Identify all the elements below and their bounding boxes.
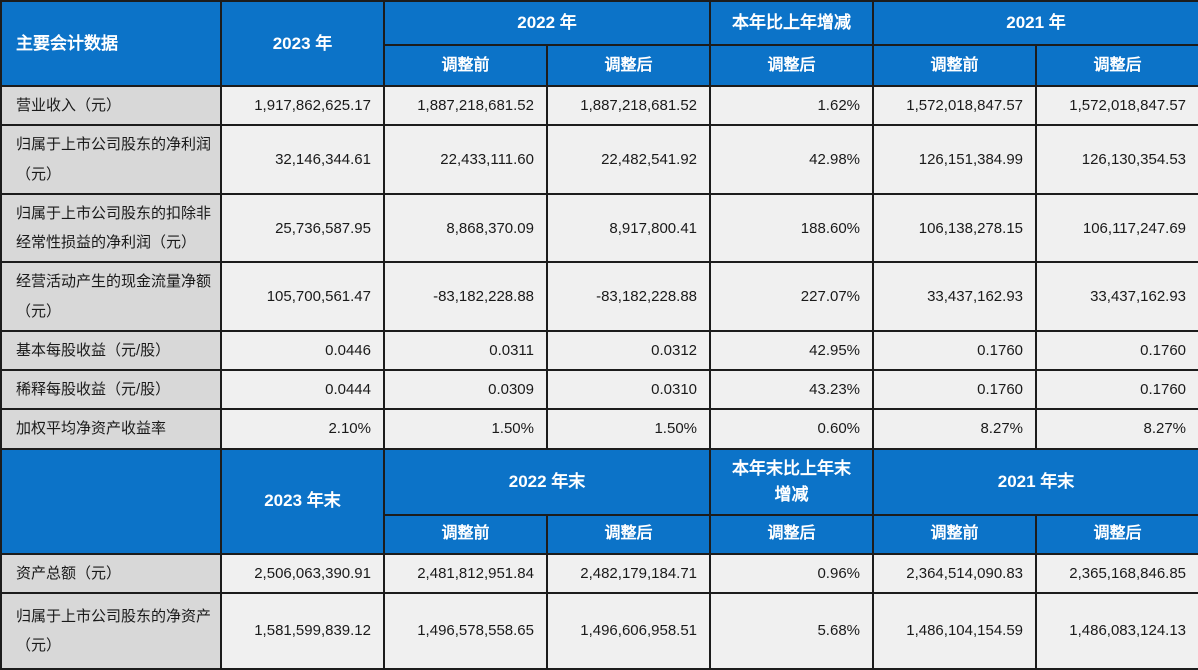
row-label: 经营活动产生的现金流量净额（元） [0, 261, 222, 332]
value-cell: 1,486,104,154.59 [872, 591, 1038, 670]
header-main-accounting-data: 主要会计数据 [0, 0, 222, 87]
value-cell: 126,130,354.53 [1035, 124, 1198, 195]
value-cell: 0.0310 [545, 368, 712, 411]
value-cell: 1,496,606,958.51 [545, 591, 712, 670]
table-row-total-assets: 资产总额（元） 2,506,063,390.91 2,481,812,951.8… [0, 552, 1198, 594]
value-cell: 22,433,111.60 [383, 124, 548, 195]
row-label: 资产总额（元） [0, 552, 222, 594]
table-row-diluted-eps: 稀释每股收益（元/股） 0.0444 0.0309 0.0310 43.23% … [0, 368, 1198, 411]
value-cell: 0.1760 [872, 368, 1038, 411]
subheader-end-change-after-adjustment: 调整后 [709, 513, 875, 555]
value-cell: 8.27% [1035, 408, 1198, 450]
subheader-2021-after-adjustment: 调整后 [1035, 44, 1198, 87]
value-cell: 0.1760 [1035, 329, 1198, 372]
value-cell: 0.0446 [220, 329, 385, 372]
value-cell: 8.27% [872, 408, 1038, 450]
row-label: 归属于上市公司股东的扣除非经常性损益的净利润（元） [0, 192, 222, 264]
value-cell: 0.1760 [872, 329, 1038, 372]
row-label: 营业收入（元） [0, 84, 222, 127]
subheader-2022-before-adjustment: 调整前 [383, 44, 548, 87]
header-end-2022: 2022 年末 [382, 447, 712, 516]
value-cell: 2.10% [220, 408, 385, 450]
header-yoy-change: 本年比上年增减 [709, 0, 875, 46]
value-cell: 0.0309 [383, 368, 548, 411]
table-row-basic-eps: 基本每股收益（元/股） 0.0446 0.0311 0.0312 42.95% … [0, 329, 1198, 372]
value-cell: -83,182,228.88 [545, 261, 712, 332]
value-cell: 0.96% [709, 552, 875, 594]
subheader-change-after-adjustment: 调整后 [709, 44, 875, 87]
value-cell: 1.62% [709, 84, 875, 127]
value-cell: 8,868,370.09 [383, 192, 548, 264]
header-year-2021: 2021 年 [872, 0, 1198, 46]
table-row-operating-cash-flow: 经营活动产生的现金流量净额（元） 105,700,561.47 -83,182,… [0, 261, 1198, 332]
header-year-2023: 2023 年 [220, 0, 385, 87]
row-label: 归属于上市公司股东的净资产（元） [0, 591, 222, 670]
row-label: 归属于上市公司股东的净利润（元） [0, 124, 222, 195]
subheader-end-2022-before-adjustment: 调整前 [383, 513, 548, 555]
row-label: 加权平均净资产收益率 [0, 408, 222, 450]
value-cell: 42.95% [709, 329, 875, 372]
value-cell: 0.0444 [220, 368, 385, 411]
value-cell: 106,117,247.69 [1035, 192, 1198, 264]
table-row-weighted-avg-roe: 加权平均净资产收益率 2.10% 1.50% 1.50% 0.60% 8.27%… [0, 408, 1198, 450]
value-cell: 126,151,384.99 [872, 124, 1038, 195]
value-cell: 1,887,218,681.52 [545, 84, 712, 127]
value-cell: 42.98% [709, 124, 875, 195]
value-cell: 33,437,162.93 [1035, 261, 1198, 332]
value-cell: 0.60% [709, 408, 875, 450]
table-row-net-profit: 归属于上市公司股东的净利润（元） 32,146,344.61 22,433,11… [0, 124, 1198, 195]
value-cell: 22,482,541.92 [545, 124, 712, 195]
value-cell: 1.50% [545, 408, 712, 450]
value-cell: 1,496,578,558.65 [383, 591, 548, 670]
value-cell: 43.23% [709, 368, 875, 411]
value-cell: 2,506,063,390.91 [220, 552, 385, 594]
subheader-2022-after-adjustment: 调整后 [545, 44, 712, 87]
value-cell: 105,700,561.47 [220, 261, 385, 332]
value-cell: 2,482,179,184.71 [545, 552, 712, 594]
value-cell: 1,572,018,847.57 [1035, 84, 1198, 127]
value-cell: 32,146,344.61 [220, 124, 385, 195]
value-cell: 1.50% [383, 408, 548, 450]
value-cell: 0.0311 [383, 329, 548, 372]
row-label: 基本每股收益（元/股） [0, 329, 222, 372]
value-cell: 8,917,800.41 [545, 192, 712, 264]
value-cell: 5.68% [709, 591, 875, 670]
subheader-end-2021-after-adjustment: 调整后 [1035, 513, 1198, 555]
value-cell: 1,581,599,839.12 [220, 591, 385, 670]
subheader-2021-before-adjustment: 调整前 [872, 44, 1038, 87]
table-row-operating-revenue: 营业收入（元） 1,917,862,625.17 1,887,218,681.5… [0, 84, 1198, 127]
value-cell: 106,138,278.15 [872, 192, 1038, 264]
value-cell: 2,365,168,846.85 [1035, 552, 1198, 594]
table-row-net-profit-excl-nonrecurring: 归属于上市公司股东的扣除非经常性损益的净利润（元） 25,736,587.95 … [0, 192, 1198, 264]
header-blank-cell [0, 447, 222, 555]
subheader-end-2021-before-adjustment: 调整前 [872, 513, 1038, 555]
value-cell: 188.60% [709, 192, 875, 264]
value-cell: 1,572,018,847.57 [872, 84, 1038, 127]
value-cell: 0.1760 [1035, 368, 1198, 411]
row-label: 稀释每股收益（元/股） [0, 368, 222, 411]
value-cell: 0.0312 [545, 329, 712, 372]
value-cell: 1,917,862,625.17 [220, 84, 385, 127]
value-cell: 2,481,812,951.84 [383, 552, 548, 594]
header-year-2022: 2022 年 [382, 0, 712, 46]
value-cell: 227.07% [709, 261, 875, 332]
value-cell: -83,182,228.88 [383, 261, 548, 332]
header-year-end-change: 本年末比上年末增减 [709, 447, 875, 516]
header-end-2023: 2023 年末 [220, 447, 385, 555]
table-row-net-assets: 归属于上市公司股东的净资产（元） 1,581,599,839.12 1,496,… [0, 591, 1198, 670]
header-end-2021: 2021 年末 [872, 447, 1198, 516]
value-cell: 25,736,587.95 [220, 192, 385, 264]
value-cell: 33,437,162.93 [872, 261, 1038, 332]
value-cell: 1,887,218,681.52 [383, 84, 548, 127]
subheader-end-2022-after-adjustment: 调整后 [545, 513, 712, 555]
value-cell: 2,364,514,090.83 [872, 552, 1038, 594]
value-cell: 1,486,083,124.13 [1035, 591, 1198, 670]
